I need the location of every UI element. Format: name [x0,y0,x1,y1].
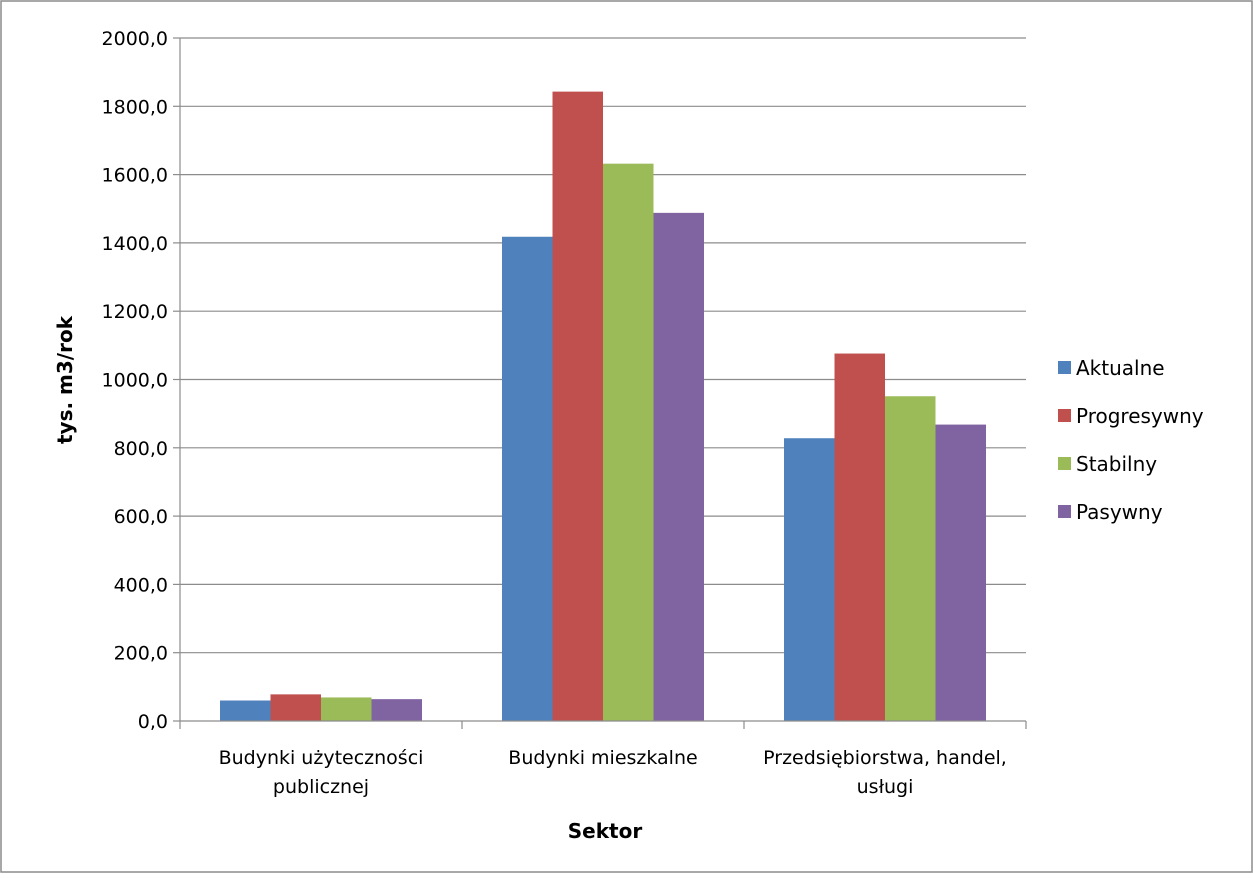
bar [270,694,321,721]
legend-label: Pasywny [1076,500,1163,524]
y-tick-label: 1600,0 [102,165,168,187]
y-tick-labels: 0,0 200,0 400,0 600,0 800,0 1000,0 1200,0 1400,… [102,28,168,733]
y-tick-label: 400,0 [114,574,168,596]
bar [834,353,885,721]
legend-swatch [1058,505,1071,518]
y-tick-label: 1400,0 [102,233,168,255]
bar [935,424,986,721]
bar [321,697,372,721]
legend-label: Aktualne [1076,356,1165,380]
bar [552,91,603,722]
x-category-label: Przedsiębiorstwa, handel, [763,747,1007,769]
legend-label: Progresywny [1076,404,1204,428]
x-category-label: usługi [857,776,914,798]
y-tick-label: 800,0 [114,438,168,460]
x-category-label: Budynki użyteczności [219,747,424,769]
legend-swatch [1058,409,1071,422]
legend-label: Stabilny [1076,452,1157,476]
bar [885,396,936,721]
legend-swatch [1058,361,1071,374]
y-tick-label: 2000,0 [102,28,168,50]
legend: Aktualne Progresywny Stabilny Pasywny [1058,356,1204,524]
bar [784,438,835,721]
x-category-label: Budynki mieszkalne [508,747,697,769]
bars [220,91,986,722]
bar [220,700,271,721]
legend-swatch [1058,457,1071,470]
bar [653,212,704,721]
y-axis-title: tys. m3/rok [53,315,77,444]
bar [603,163,654,721]
axes [173,37,1027,729]
y-tick-label: 600,0 [114,506,168,528]
y-tick-label: 200,0 [114,643,168,665]
x-category-label: publicznej [273,776,369,798]
y-tick-label: 0,0 [138,711,168,733]
y-tick-label: 1200,0 [102,301,168,323]
y-tick-label: 1000,0 [102,370,168,392]
y-tick-label: 1800,0 [102,96,168,118]
x-axis-title: Sektor [568,819,643,843]
bar [502,236,553,722]
bar [371,699,422,721]
x-category-labels: Budynki użyteczności publicznej Budynki mi… [219,747,1007,798]
